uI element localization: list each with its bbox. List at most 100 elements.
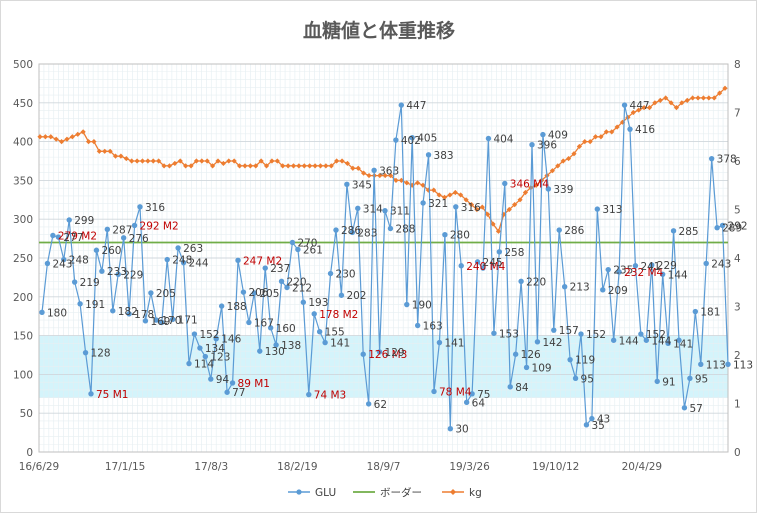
glu-point	[371, 167, 377, 174]
glu-point	[180, 259, 187, 266]
glu-point	[110, 308, 116, 314]
kg-point	[690, 95, 696, 101]
x-axis-tick-label: 18/9/7	[367, 461, 401, 473]
glu-point	[420, 200, 426, 206]
glu-point-label: 144	[651, 335, 671, 347]
glu-point-label: 77	[232, 387, 245, 399]
kg-point	[166, 163, 173, 169]
kg-point	[118, 153, 124, 159]
legend-glu-marker	[296, 489, 302, 495]
glu-point	[469, 391, 475, 397]
glu-point-label: 404	[493, 133, 513, 145]
glu-point	[719, 222, 726, 229]
glu-point	[687, 375, 693, 381]
glu-point	[518, 278, 524, 284]
glu-point-label: 126 M3	[368, 349, 407, 361]
glu-point-label: 292	[728, 220, 748, 232]
left-axis-tick-label: 450	[13, 98, 33, 110]
kg-point	[657, 97, 663, 103]
kg-point	[673, 105, 680, 111]
glu-point	[665, 340, 671, 347]
glu-point-label: 243	[711, 258, 731, 270]
kg-point	[344, 160, 351, 167]
glu-point	[131, 222, 138, 229]
kg-point	[458, 192, 464, 198]
glu-series	[39, 102, 731, 432]
left-axis-tick-label: 500	[13, 59, 33, 71]
glu-point-label: 202	[346, 290, 366, 302]
glu-point-label: 152	[586, 329, 606, 341]
glu-point	[643, 337, 650, 343]
kg-point	[549, 168, 556, 174]
kg-point	[328, 163, 334, 169]
glu-point	[169, 316, 176, 323]
kg-point	[512, 202, 518, 208]
left-axis-tick-label: 400	[13, 137, 33, 149]
kg-point	[630, 109, 636, 116]
glu-point	[306, 391, 312, 398]
kg-point	[134, 158, 140, 164]
kg-point	[447, 192, 453, 198]
glu-point	[322, 339, 328, 346]
glu-point-label: 74 M3	[314, 390, 346, 402]
glu-point-label: 113	[733, 359, 753, 371]
glu-point	[404, 301, 410, 308]
glu-point	[703, 260, 709, 267]
glu-point-label: 141	[673, 338, 693, 350]
glu-point	[202, 353, 209, 360]
kg-point	[96, 148, 102, 154]
glu-point	[605, 266, 611, 273]
glu-point	[186, 360, 192, 367]
glu-point-label: 314	[363, 203, 383, 215]
glu-point-label: 247 M2	[243, 255, 282, 267]
glu-point-label: 283	[357, 227, 377, 239]
glu-point	[676, 337, 682, 343]
kg-point	[603, 129, 609, 135]
kg-point	[129, 158, 135, 164]
glu-point	[414, 322, 421, 329]
left-axis-tick-label: 50	[20, 408, 33, 420]
kg-point	[263, 163, 270, 169]
kg-point	[555, 163, 561, 169]
glu-point-label: 75	[477, 389, 490, 401]
glu-point-label: 285	[679, 226, 699, 238]
glu-point-label: 152	[646, 329, 666, 341]
glu-point	[545, 186, 552, 192]
kg-point	[560, 158, 566, 164]
glu-point	[708, 155, 715, 162]
kg-point	[452, 189, 458, 196]
glu-point	[39, 309, 45, 316]
glu-point	[311, 311, 317, 317]
glu-point	[93, 247, 100, 253]
glu-point	[681, 405, 688, 411]
glu-point	[88, 391, 94, 397]
kg-point	[366, 172, 372, 179]
kg-point	[663, 95, 669, 101]
glu-point-label: 232 M4	[624, 267, 663, 279]
glu-point-label: 248	[172, 255, 192, 267]
glu-point-label: 288	[395, 224, 415, 236]
kg-point	[280, 163, 286, 169]
glu-point-label: 130	[265, 346, 285, 358]
glu-point	[480, 265, 486, 271]
glu-point-label: 144	[619, 335, 639, 347]
glu-point	[491, 330, 497, 336]
glu-point	[295, 246, 301, 253]
glu-point	[616, 269, 622, 275]
left-axis-tick-label: 100	[13, 369, 33, 381]
right-axis-tick-label: 4	[734, 253, 741, 265]
glu-point-label: 91	[662, 376, 675, 388]
glu-point-label: 94	[216, 374, 230, 386]
kg-point	[290, 163, 297, 169]
kg-point	[53, 136, 59, 142]
glu-point-label: 383	[434, 150, 454, 162]
glu-point-label: 180	[47, 307, 67, 319]
glu-point-label: 292 M2	[140, 220, 179, 232]
kg-point	[495, 228, 502, 234]
glu-point-label: 182	[118, 306, 138, 318]
kg-point	[177, 158, 183, 164]
right-axis-tick-label: 8	[734, 59, 741, 71]
kg-point	[479, 204, 485, 210]
